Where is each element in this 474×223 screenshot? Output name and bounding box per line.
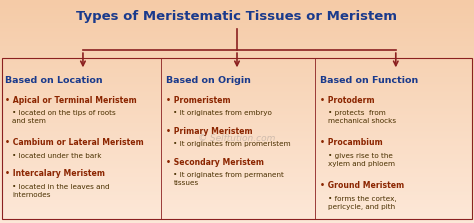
Text: • Ground Meristem: • Ground Meristem bbox=[320, 181, 404, 190]
Text: Based on Location: Based on Location bbox=[5, 76, 102, 85]
Text: • Protoderm: • Protoderm bbox=[320, 96, 374, 105]
Text: • Secondary Meristem: • Secondary Meristem bbox=[166, 158, 264, 167]
Text: • gives rise to the
xylem and phloem: • gives rise to the xylem and phloem bbox=[328, 153, 394, 167]
Text: • Primary Meristem: • Primary Meristem bbox=[166, 127, 253, 136]
Text: • Procambium: • Procambium bbox=[320, 138, 383, 147]
Text: • located on the tips of roots
and stem: • located on the tips of roots and stem bbox=[12, 110, 116, 124]
Text: • located under the bark: • located under the bark bbox=[12, 153, 102, 159]
Text: • forms the cortex,
pericycle, and pith: • forms the cortex, pericycle, and pith bbox=[328, 196, 396, 210]
Text: • Promeristem: • Promeristem bbox=[166, 96, 230, 105]
Text: Based on Origin: Based on Origin bbox=[166, 76, 251, 85]
Text: • It originates from embryo: • It originates from embryo bbox=[173, 110, 273, 116]
Text: Types of Meristematic Tissues or Meristem: Types of Meristematic Tissues or Meriste… bbox=[76, 10, 398, 23]
Text: • Apical or Terminal Meristem: • Apical or Terminal Meristem bbox=[5, 96, 137, 105]
Text: • It originates from permanent
tissues: • It originates from permanent tissues bbox=[173, 172, 284, 186]
Text: • protects  from
mechanical shocks: • protects from mechanical shocks bbox=[328, 110, 396, 124]
Text: • It originates from promeristem: • It originates from promeristem bbox=[173, 141, 291, 147]
Text: • Intercalary Meristem: • Intercalary Meristem bbox=[5, 169, 105, 178]
Text: © Selftution.com: © Selftution.com bbox=[198, 134, 276, 143]
Text: • Cambium or Lateral Meristem: • Cambium or Lateral Meristem bbox=[5, 138, 144, 147]
Text: Based on Function: Based on Function bbox=[320, 76, 418, 85]
Text: • located in the leaves and
internodes: • located in the leaves and internodes bbox=[12, 184, 110, 198]
